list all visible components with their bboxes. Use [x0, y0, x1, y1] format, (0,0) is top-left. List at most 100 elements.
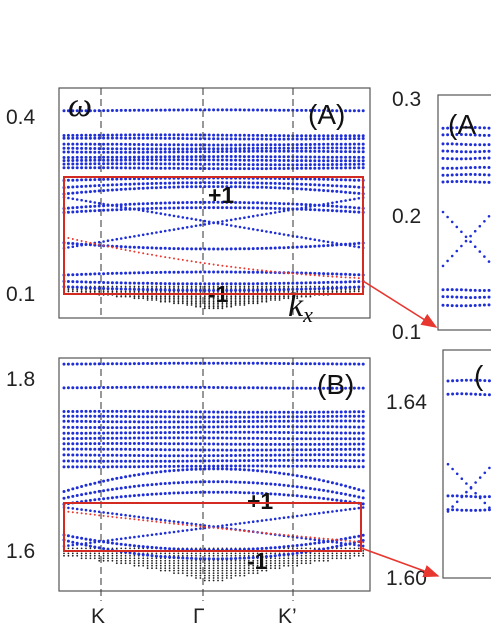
panel-b-band-point: [264, 430, 268, 434]
panel-a-band-point: [247, 299, 250, 301]
panel-a-inset-band-point: [478, 143, 482, 147]
panel-a-inset-band-point: [473, 296, 477, 299]
panel-a-band-point: [195, 300, 197, 303]
panel-a-inset-band-point: [441, 149, 445, 153]
panel-b-inset-band-point: [464, 378, 468, 382]
panel-b-band-point: [296, 557, 299, 560]
panel-a-band-point: [164, 299, 167, 301]
panel-a-band-point: [80, 240, 83, 242]
panel-b-band-point: [88, 498, 92, 502]
panel-b-band-point: [216, 557, 220, 561]
panel-a-band-point: [216, 137, 220, 141]
panel-a-band-point: [67, 237, 70, 239]
panel-a-band-point: [88, 286, 92, 290]
panel-b-band-point: [141, 431, 145, 435]
panel-a-inset-band-point: [446, 157, 450, 161]
panel-a-band-point: [344, 276, 347, 279]
panel-b-inset-band-point: [455, 494, 459, 498]
panel-b-band-point: [97, 386, 101, 390]
panel-b-band-point: [229, 410, 233, 414]
panel-b-band-point: [168, 448, 172, 452]
panel-b-band-point: [97, 442, 101, 446]
panel-a-band-point: [216, 143, 220, 147]
panel-b-band-point: [242, 386, 246, 390]
panel-a-band-point: [304, 159, 308, 163]
panel-a-band-point: [199, 302, 202, 305]
panel-b-band-point: [247, 430, 251, 434]
panel-b-band-point: [295, 544, 299, 547]
panel-a-band-point: [159, 133, 163, 137]
panel-a-band-point: [256, 181, 260, 185]
panel-b-band-point: [207, 557, 211, 561]
panel-a-band-point: [97, 240, 101, 244]
panel-b-band-point: [207, 467, 211, 471]
panel-a-band-point: [124, 108, 128, 112]
panel-b-band-point: [137, 426, 141, 429]
panel-a-band-point: [239, 297, 241, 300]
panel-b-band-point: [124, 409, 128, 413]
panel-a-band-point: [282, 155, 286, 159]
panel-b-band-point: [207, 480, 211, 484]
panel-b-band-point: [217, 567, 219, 570]
panel-b-band-point: [168, 442, 172, 446]
panel-a-band-point: [352, 273, 356, 277]
panel-a-band-point: [251, 247, 255, 251]
panel-a-band-point: [335, 280, 339, 284]
panel-a-band-point: [225, 297, 228, 300]
panel-a-band-point: [119, 136, 123, 140]
panel-a-band-point: [146, 162, 150, 166]
panel-b-band-point: [349, 552, 351, 555]
panel-a-band-point: [106, 239, 110, 242]
panel-a-band-point: [119, 203, 123, 207]
panel-a-band-point: [243, 304, 246, 306]
panel-b-band-point: [203, 579, 206, 582]
panel-a-band-point: [168, 206, 172, 210]
panel-b-band-point: [357, 425, 361, 429]
panel-b-band-point: [186, 569, 189, 572]
panel-a-band-point: [208, 304, 211, 306]
panel-a-band-point: [190, 247, 194, 251]
panel-b-band-point: [185, 464, 189, 468]
panel-a-band-point: [278, 271, 281, 274]
panel-b-band-point: [181, 464, 185, 468]
panel-b-band-point: [274, 559, 277, 562]
panel-b-band-point: [88, 420, 92, 423]
panel-a-band-point: [344, 272, 348, 276]
panel-b-band-point: [344, 492, 348, 496]
panel-a-band-point: [295, 149, 299, 153]
panel-b-band-point: [295, 485, 299, 489]
panel-a-band-point: [322, 146, 326, 150]
panel-b-band-point: [265, 562, 268, 565]
panel-a-band-point: [339, 109, 343, 113]
panel-a-band-point: [146, 210, 149, 213]
panel-a-band-point: [199, 223, 202, 227]
panel-b-band-point: [238, 425, 242, 429]
panel-a-band-point: [124, 162, 128, 166]
panel-b-band-point: [216, 525, 220, 528]
panel-b-band-point: [119, 537, 123, 541]
panel-a-inset-band-point: [459, 126, 463, 129]
panel-b-band-point: [264, 442, 268, 446]
panel-b-band-point: [221, 574, 224, 577]
panel-a-band-point: [163, 158, 167, 162]
panel-b-band-point: [181, 554, 184, 557]
panel-b-band-point: [361, 386, 365, 390]
panel-b-band-point: [163, 519, 167, 522]
panel-a-band-point: [256, 214, 259, 217]
panel-b-band-point: [291, 453, 295, 457]
panel-a-band-point: [326, 150, 330, 153]
panel-a-band-point: [238, 133, 242, 137]
panel-b-band-point: [194, 385, 198, 389]
panel-b-band-point: [322, 547, 326, 551]
panel-b-band-point: [137, 535, 141, 538]
panel-a-band-point: [282, 159, 286, 162]
panel-b-band-point: [221, 567, 224, 570]
panel-b-band-point: [225, 464, 229, 468]
panel-b-band-point: [203, 430, 207, 434]
panel-b-band-point: [102, 539, 105, 543]
panel-a-band-point: [309, 285, 312, 288]
panel-b-band-point: [225, 523, 229, 527]
panel-b-band-point: [168, 559, 171, 562]
panel-a-inset-band-point: [487, 260, 491, 263]
panel-b-band-point: [154, 465, 158, 468]
